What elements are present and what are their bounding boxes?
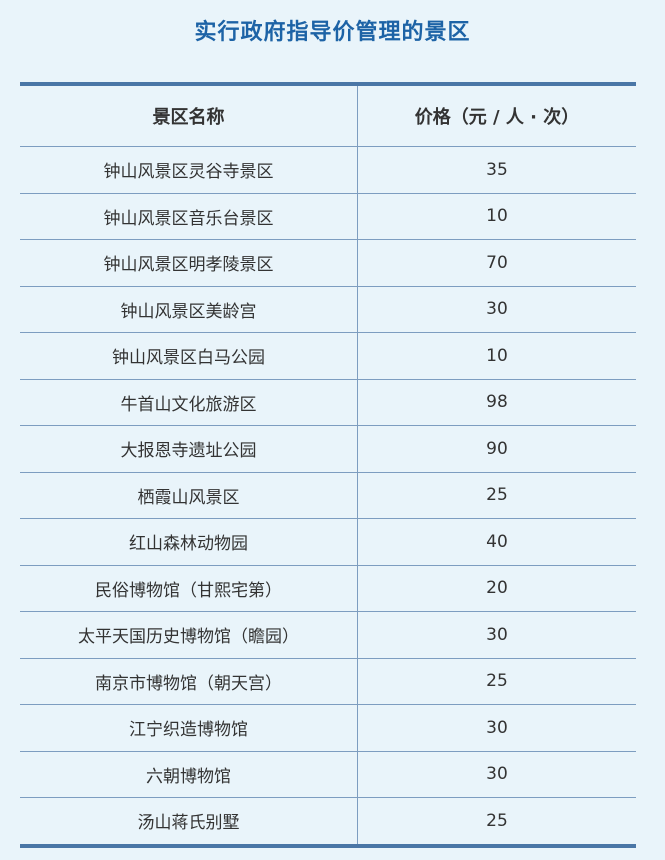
scenic-name-cell: 钟山风景区明孝陵景区 xyxy=(20,239,358,287)
table-row: 钟山风景区美龄宫 30 xyxy=(20,286,636,333)
price-cell: 10 xyxy=(357,332,636,380)
table-row: 汤山蒋氏别墅 25 xyxy=(20,797,636,846)
price-cell: 40 xyxy=(357,518,636,566)
scenic-name-cell: 大报恩寺遗址公园 xyxy=(20,425,358,473)
table-header-row: 景区名称 价格（元 / 人 · 次） xyxy=(20,84,636,147)
table-row: 钟山风景区音乐台景区 10 xyxy=(20,193,636,240)
scenic-name-cell: 栖霞山风景区 xyxy=(20,472,358,519)
price-cell: 30 xyxy=(357,611,636,659)
scenic-name-cell: 钟山风景区灵谷寺景区 xyxy=(20,146,358,194)
scenic-price-table: 景区名称 价格（元 / 人 · 次） 钟山风景区灵谷寺景区 35 钟山风景区音乐台景… xyxy=(20,82,636,848)
price-cell: 90 xyxy=(357,425,636,473)
price-cell: 30 xyxy=(357,286,636,333)
scenic-name-cell: 汤山蒋氏别墅 xyxy=(20,797,358,846)
table-row: 大报恩寺遗址公园 90 xyxy=(20,425,636,473)
scenic-name-cell: 牛首山文化旅游区 xyxy=(20,379,358,426)
price-cell: 25 xyxy=(357,472,636,519)
table-row: 六朝博物馆 30 xyxy=(20,751,636,798)
price-cell: 30 xyxy=(357,751,636,798)
scenic-name-cell: 钟山风景区白马公园 xyxy=(20,332,358,380)
table-row: 牛首山文化旅游区 98 xyxy=(20,379,636,426)
scenic-name-cell: 南京市博物馆（朝天宫） xyxy=(20,658,358,705)
page-title: 实行政府指导价管理的景区 xyxy=(194,20,471,45)
price-cell: 30 xyxy=(357,704,636,752)
table-row: 民俗博物馆（甘熙宅第） 20 xyxy=(20,565,636,612)
price-cell: 20 xyxy=(357,565,636,612)
price-cell: 98 xyxy=(357,379,636,426)
table-row: 钟山风景区明孝陵景区 70 xyxy=(20,239,636,287)
header-price: 价格（元 / 人 · 次） xyxy=(357,84,636,147)
table-row: 栖霞山风景区 25 xyxy=(20,472,636,519)
table-row: 红山森林动物园 40 xyxy=(20,518,636,566)
scenic-name-cell: 太平天国历史博物馆（瞻园） xyxy=(20,611,358,659)
price-cell: 35 xyxy=(357,146,636,194)
scenic-name-cell: 钟山风景区美龄宫 xyxy=(20,286,358,333)
scenic-name-cell: 红山森林动物园 xyxy=(20,518,358,566)
table-row: 太平天国历史博物馆（瞻园） 30 xyxy=(20,611,636,659)
table-row: 钟山风景区灵谷寺景区 35 xyxy=(20,146,636,194)
price-cell: 70 xyxy=(357,239,636,287)
price-cell: 25 xyxy=(486,810,508,831)
header-name: 景区名称 xyxy=(20,84,358,147)
table-row: 江宁织造博物馆 30 xyxy=(20,704,636,752)
table-row: 南京市博物馆（朝天宫） 25 xyxy=(20,658,636,705)
scenic-name-cell: 六朝博物馆 xyxy=(20,751,358,798)
table-row: 钟山风景区白马公园 10 xyxy=(20,332,636,380)
scenic-name-cell: 江宁织造博物馆 xyxy=(20,704,358,752)
price-cell: 25 xyxy=(357,658,636,705)
price-cell: 10 xyxy=(357,193,636,240)
scenic-name-cell: 民俗博物馆（甘熙宅第） xyxy=(20,565,358,612)
scenic-name-cell: 钟山风景区音乐台景区 xyxy=(20,193,358,240)
